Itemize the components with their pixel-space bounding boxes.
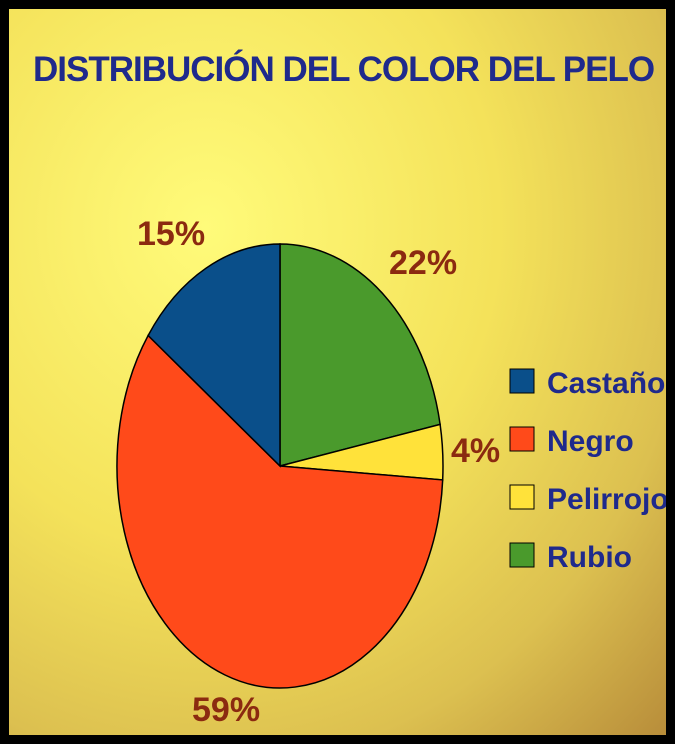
legend-label-castaño: Castaño bbox=[547, 367, 665, 400]
pie-slice-negro bbox=[116, 334, 444, 689]
pie-slices bbox=[116, 243, 444, 689]
legend-swatch-castaño bbox=[509, 368, 535, 394]
legend-label-rubio: Rubio bbox=[547, 541, 632, 574]
legend: Castaño Negro Pelirrojo Rubio bbox=[509, 367, 669, 574]
slice-label-pelirrojo: 4% bbox=[451, 432, 500, 470]
pie-slice-castaño bbox=[147, 243, 281, 468]
slice-labels: 22% 4% 59% 15% bbox=[137, 215, 500, 729]
pie-chart: DISTRIBUCIÓN DEL COLOR DEL PELO 22% 4% 59%… bbox=[33, 49, 669, 729]
slice-label-rubio: 22% bbox=[389, 244, 457, 282]
legend-label-negro: Negro bbox=[547, 425, 634, 458]
legend-label-pelirrojo: Pelirrojo bbox=[547, 483, 669, 516]
legend-swatch-negro bbox=[509, 426, 535, 452]
slice-label-negro: 59% bbox=[192, 691, 260, 729]
slice-label-castaño: 15% bbox=[137, 215, 205, 253]
chart-title: DISTRIBUCIÓN DEL COLOR DEL PELO bbox=[33, 49, 654, 89]
legend-swatch-pelirrojo bbox=[509, 484, 535, 510]
pie-slice-rubio bbox=[279, 243, 441, 467]
legend-swatch-rubio bbox=[509, 542, 535, 568]
